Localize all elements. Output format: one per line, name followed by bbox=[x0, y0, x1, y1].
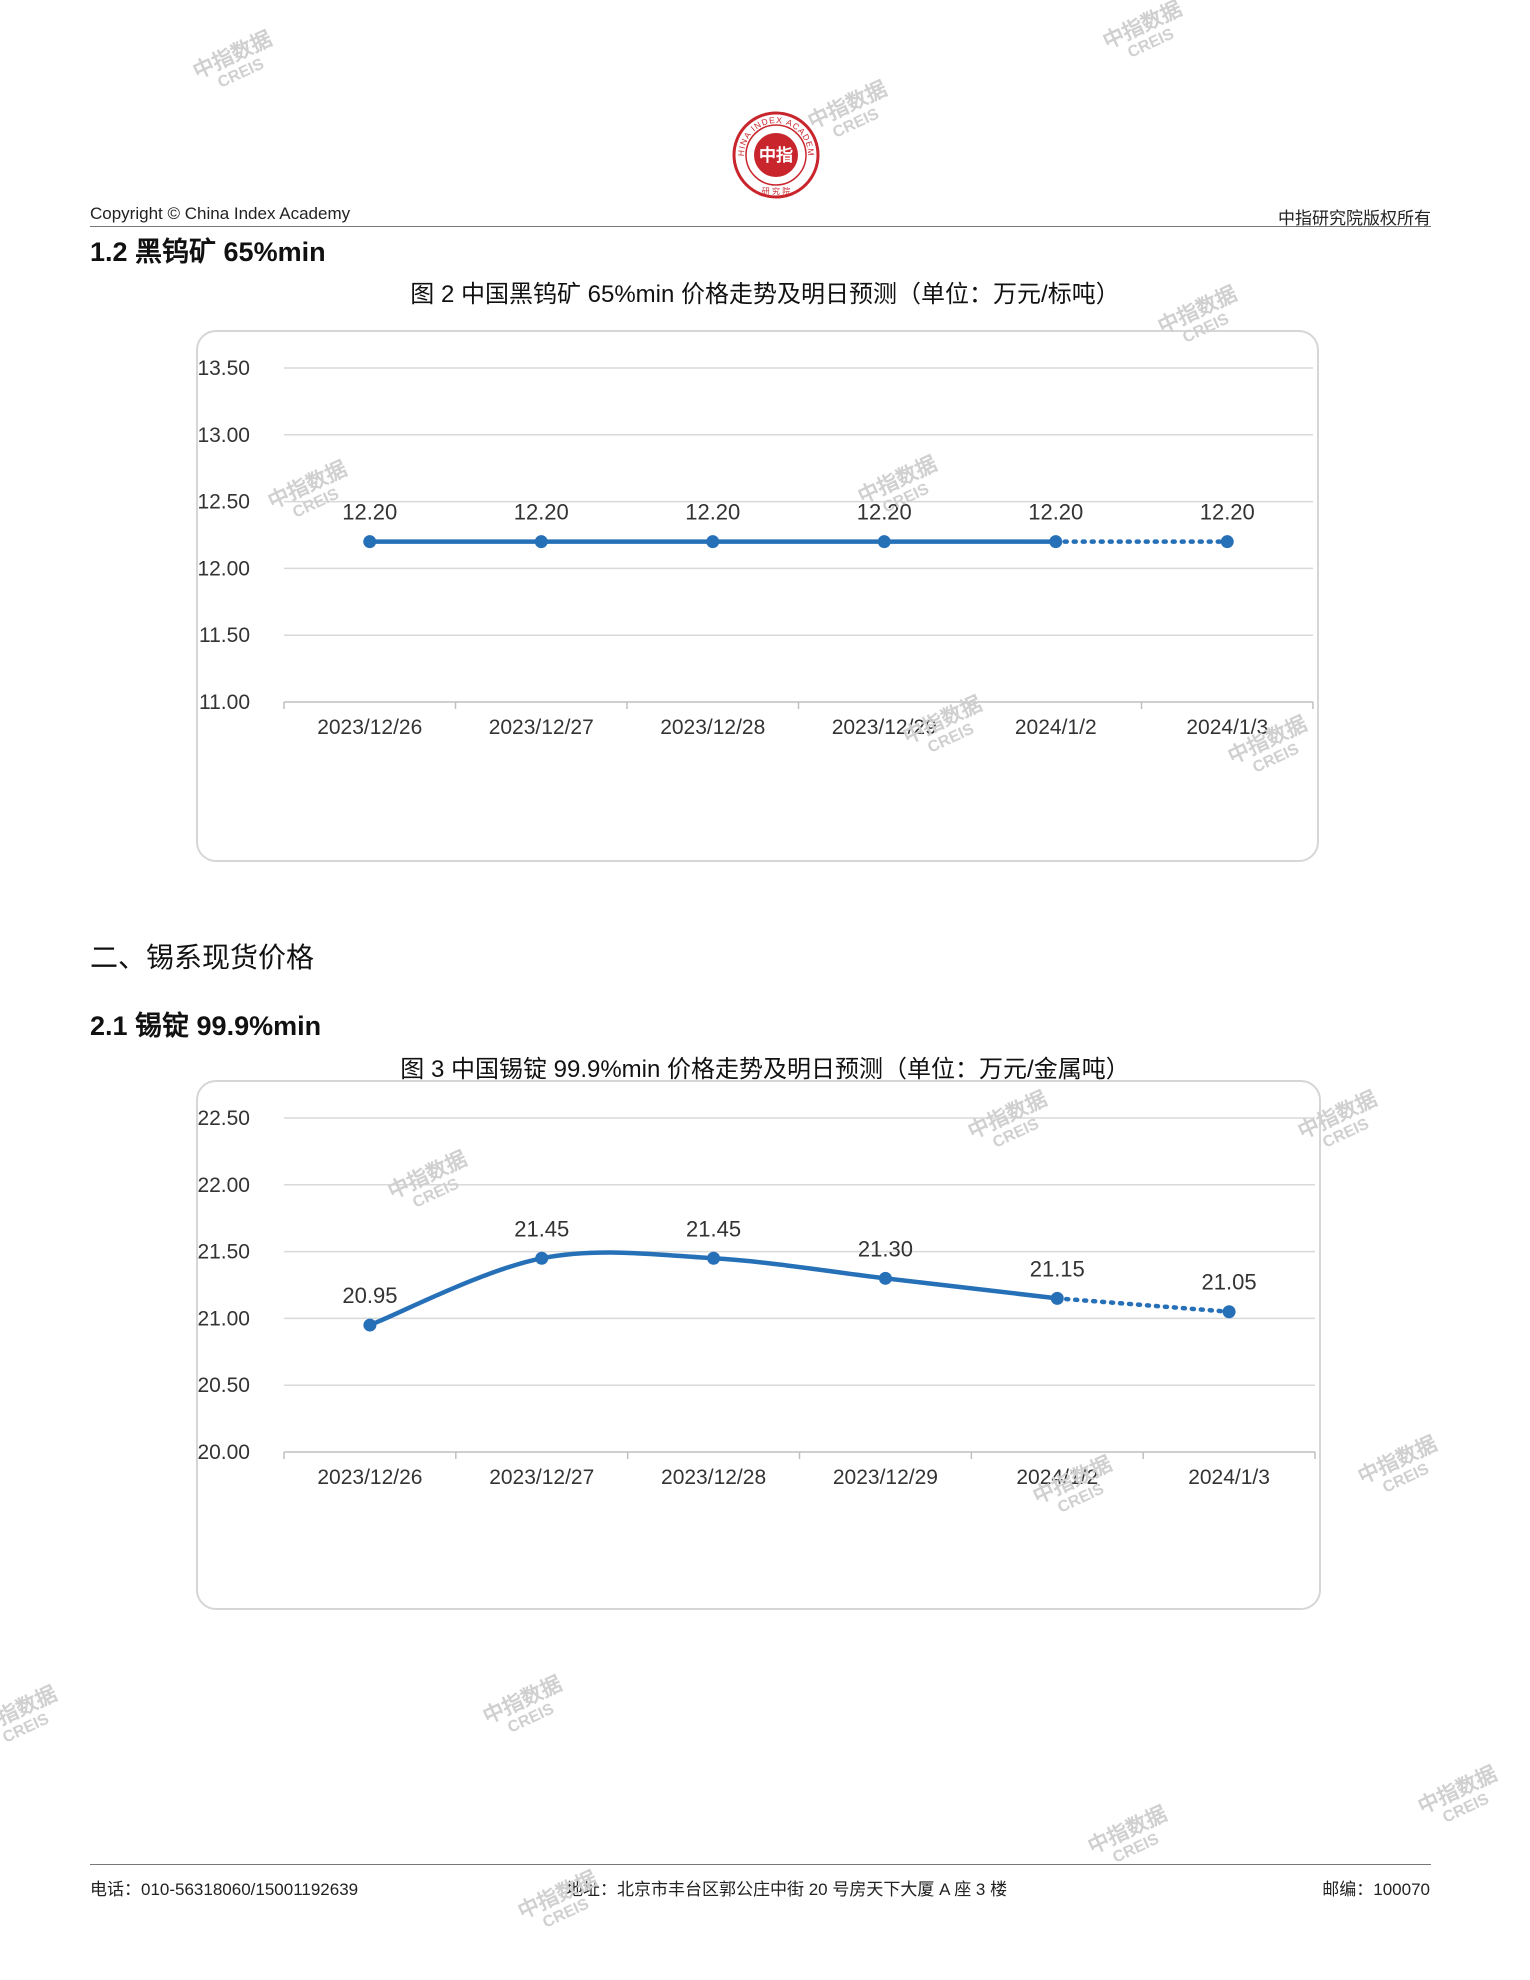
x-tick-label: 2024/1/3 bbox=[1186, 716, 1268, 739]
data-point bbox=[1049, 535, 1063, 549]
data-point bbox=[363, 1318, 377, 1332]
section-heading-1-2: 1.2 黑钨矿 65%min bbox=[90, 237, 326, 267]
y-tick-label: 12.00 bbox=[198, 557, 250, 580]
x-tick-label: 2023/12/26 bbox=[317, 1466, 422, 1489]
footer-phone: 电话：010-56318060/15001192639 bbox=[90, 1880, 359, 1899]
y-tick-label: 20.00 bbox=[198, 1441, 250, 1464]
footer-postcode: 邮编：100070 bbox=[1322, 1880, 1430, 1899]
copyright-notice: Copyright © China Index Academy bbox=[90, 204, 351, 223]
data-label: 12.20 bbox=[342, 500, 397, 525]
y-tick-label: 11.50 bbox=[199, 624, 250, 647]
figure-3-chart-frame: 20.00 20.50 21.00 21.50 22.00 22.50 2023/12/26… bbox=[196, 1080, 1321, 1610]
x-tick-label: 2023/12/28 bbox=[661, 1466, 766, 1489]
figure-3-chart: 20.00 20.50 21.00 21.50 22.00 22.50 2023/12/26… bbox=[197, 1107, 1316, 1489]
data-label: 12.20 bbox=[1200, 500, 1255, 525]
watermark-creis: 中指数据 CREIS bbox=[189, 27, 276, 92]
watermark-creis: 中指数据 CREIS bbox=[0, 1682, 61, 1747]
x-tick-label: 2024/1/3 bbox=[1188, 1466, 1270, 1489]
figure-2-chart-frame: 11.00 11.50 12.00 12.50 13.00 13.50 2023/12/26… bbox=[196, 330, 1319, 862]
y-tick-label: 21.50 bbox=[198, 1241, 250, 1264]
data-label: 12.20 bbox=[1028, 500, 1083, 525]
y-tick-label: 21.00 bbox=[198, 1307, 250, 1330]
section-heading-2: 二、锡系现货价格 bbox=[90, 942, 315, 973]
section-heading-2-1: 2.1 锡锭 99.9%min bbox=[90, 1011, 322, 1041]
header-divider bbox=[90, 226, 1431, 227]
y-tick-label: 22.00 bbox=[198, 1174, 250, 1197]
x-tick-label: 2023/12/29 bbox=[833, 1466, 938, 1489]
data-label: 21.15 bbox=[1030, 1256, 1085, 1281]
y-tick-label: 12.50 bbox=[198, 491, 250, 514]
watermark-creis: 中指数据 CREIS bbox=[1099, 0, 1186, 62]
footer-divider bbox=[90, 1864, 1431, 1865]
y-tick-label: 13.00 bbox=[198, 424, 250, 447]
figure-3-title: 图 3 中国锡锭 99.9%min 价格走势及明日预测（单位：万元/金属吨） bbox=[400, 1056, 1130, 1083]
svg-text:中指: 中指 bbox=[759, 145, 793, 165]
data-point bbox=[706, 535, 720, 549]
x-tick-label: 2023/12/27 bbox=[489, 1466, 594, 1489]
svg-text:研 究 院: 研 究 院 bbox=[762, 186, 790, 196]
watermark-creis: 中指数据 CREIS bbox=[1084, 1802, 1171, 1867]
x-tick-label: 2023/12/28 bbox=[660, 716, 765, 739]
data-point bbox=[877, 535, 891, 549]
data-point bbox=[878, 1271, 892, 1285]
y-tick-label: 13.50 bbox=[198, 357, 250, 380]
watermark-creis: 中指数据 CREIS bbox=[1414, 1762, 1501, 1827]
rights-notice: 中指研究院版权所有 bbox=[1278, 209, 1431, 229]
data-point bbox=[1222, 1305, 1236, 1319]
data-label: 21.45 bbox=[514, 1216, 569, 1241]
x-tick-label: 2023/12/27 bbox=[489, 716, 594, 739]
data-label: 12.20 bbox=[514, 500, 569, 525]
data-label: 21.45 bbox=[686, 1216, 741, 1241]
data-label: 12.20 bbox=[685, 500, 740, 525]
x-tick-label: 2023/12/29 bbox=[832, 716, 937, 739]
china-index-academy-logo: CHINA INDEX ACADEMY 中指 研 究 院 bbox=[727, 102, 821, 200]
forecast-line bbox=[1055, 1296, 1232, 1314]
y-tick-label: 20.50 bbox=[198, 1374, 250, 1397]
footer-address: 地址：北京市丰台区郭公庄中街 20 号房天下大厦 A 座 3 楼 bbox=[566, 1880, 1008, 1899]
x-tick-label: 2024/1/2 bbox=[1016, 1466, 1098, 1489]
data-point bbox=[707, 1251, 721, 1265]
data-point bbox=[1220, 535, 1234, 549]
y-tick-label: 11.00 bbox=[199, 691, 250, 714]
figure-2-chart: 11.00 11.50 12.00 12.50 13.00 13.50 2023/12/26… bbox=[197, 357, 1314, 739]
data-point bbox=[1050, 1291, 1064, 1305]
y-tick-label: 22.50 bbox=[198, 1107, 250, 1130]
data-point bbox=[363, 535, 377, 549]
figure-2-title: 图 2 中国黑钨矿 65%min 价格走势及明日预测（单位：万元/标吨） bbox=[410, 281, 1120, 308]
watermark-creis: 中指数据 CREIS bbox=[479, 1672, 566, 1737]
data-label: 21.05 bbox=[1202, 1270, 1257, 1295]
data-label: 20.95 bbox=[342, 1283, 397, 1308]
x-tick-label: 2023/12/26 bbox=[317, 716, 422, 739]
data-label: 12.20 bbox=[857, 500, 912, 525]
data-point bbox=[535, 1251, 549, 1265]
x-tick-label: 2024/1/2 bbox=[1015, 716, 1097, 739]
data-label: 21.30 bbox=[858, 1236, 913, 1261]
data-point bbox=[534, 535, 548, 549]
watermark-creis: 中指数据 CREIS bbox=[1354, 1432, 1441, 1497]
